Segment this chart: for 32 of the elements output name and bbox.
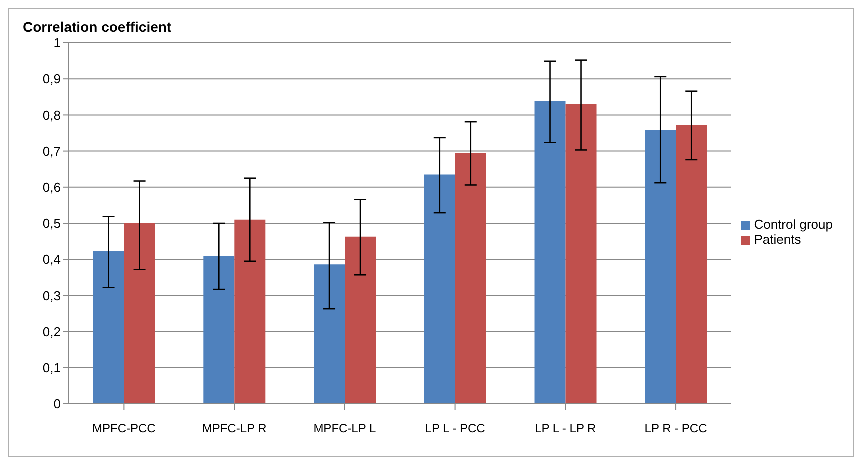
bar bbox=[676, 125, 708, 404]
bar bbox=[645, 130, 676, 404]
bar bbox=[314, 264, 346, 404]
y-tick-label: 1 bbox=[54, 36, 61, 51]
y-tick-label: 0,1 bbox=[42, 360, 61, 376]
x-tick-label: LP L - LP R bbox=[535, 422, 597, 436]
y-tick-label: 0,2 bbox=[42, 324, 61, 340]
bar bbox=[234, 220, 266, 404]
y-tick-label: 0 bbox=[54, 396, 61, 412]
y-tick-label: 0,8 bbox=[42, 108, 61, 123]
y-tick-label: 0,3 bbox=[42, 288, 61, 304]
legend-label: Control group bbox=[754, 216, 833, 232]
y-tick-label: 0,5 bbox=[42, 216, 61, 232]
x-tick-label: LP L - PCC bbox=[425, 422, 486, 436]
bar bbox=[204, 256, 235, 404]
x-tick-label: MPFC-LP L bbox=[314, 422, 376, 436]
y-tick-label: 0,9 bbox=[42, 72, 61, 87]
y-tick-label: 0,4 bbox=[42, 252, 61, 268]
y-axis-title: Correlation coefficient bbox=[23, 19, 172, 35]
bar bbox=[534, 101, 566, 404]
bar bbox=[124, 224, 156, 404]
x-tick-label: LP R - PCC bbox=[644, 422, 708, 436]
x-tick-label: MPFC-LP R bbox=[202, 422, 268, 436]
x-tick-label: MPFC-PCC bbox=[92, 422, 156, 436]
bar bbox=[455, 153, 486, 404]
y-tick-label: 0,7 bbox=[42, 144, 61, 159]
y-tick-label: 0,6 bbox=[42, 180, 61, 196]
bar bbox=[93, 251, 124, 404]
bar bbox=[424, 174, 456, 404]
bar bbox=[566, 104, 597, 404]
bar bbox=[345, 236, 376, 404]
legend-label: Patients bbox=[754, 232, 802, 246]
